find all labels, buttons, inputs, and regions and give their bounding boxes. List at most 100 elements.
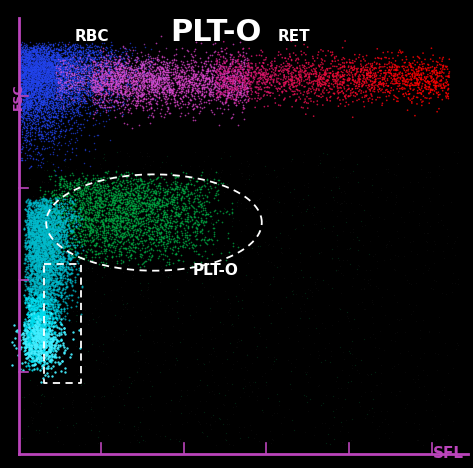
Point [82,62,89,70]
Point [187,213,195,221]
Point [334,72,342,80]
Point [32,303,39,311]
Point [52,53,60,61]
Point [229,75,236,83]
Point [314,81,322,88]
Point [44,308,51,316]
Point [64,251,71,259]
Point [56,96,64,103]
Point [38,83,45,91]
Point [342,91,350,99]
Point [58,70,65,77]
Point [201,367,209,375]
Point [158,270,166,277]
Point [173,188,180,196]
Point [26,239,33,246]
Point [88,229,96,236]
Point [107,206,114,213]
Point [407,85,414,93]
Point [97,75,105,83]
Point [26,243,33,251]
Point [57,249,64,256]
Point [317,94,325,101]
Point [51,207,58,215]
Point [41,99,48,106]
Point [45,267,53,275]
Point [119,73,127,80]
Point [89,203,97,210]
Point [24,65,31,73]
Point [142,212,149,219]
Point [26,101,34,108]
Point [35,69,43,77]
Point [180,80,187,87]
Point [212,68,220,76]
Point [67,73,75,80]
Point [22,80,30,88]
Point [194,218,202,226]
Point [158,76,165,83]
Point [35,248,42,256]
Point [382,67,389,74]
Point [60,274,67,282]
Point [38,200,45,207]
Point [57,44,64,51]
Point [31,47,38,55]
Point [35,60,43,68]
Point [167,177,175,184]
Point [169,79,177,87]
Point [37,342,44,349]
Point [203,180,211,187]
Point [119,239,126,246]
Point [192,224,200,231]
Point [325,88,333,96]
Point [130,73,137,81]
Point [38,224,45,232]
Point [237,364,245,371]
Point [116,83,123,90]
Point [77,65,84,73]
Point [89,204,97,212]
Point [32,290,40,297]
Point [22,85,29,93]
Point [22,135,29,142]
Point [107,69,114,77]
Point [45,62,53,69]
Point [229,80,237,87]
Point [57,274,65,281]
Point [229,78,236,85]
Point [198,344,205,351]
Point [33,324,41,332]
Point [34,69,42,77]
Point [27,349,35,357]
Point [101,237,109,244]
Point [22,46,29,54]
Point [58,205,65,212]
Point [52,253,60,260]
Point [101,226,108,234]
Point [304,191,311,199]
Point [282,54,289,62]
Point [324,77,331,84]
Point [72,252,80,259]
Point [43,227,50,234]
Point [105,54,113,61]
Point [48,79,56,87]
Point [37,316,44,323]
Point [48,205,55,213]
Point [152,74,160,81]
Point [204,265,212,273]
Point [37,77,45,85]
Point [233,357,241,365]
Point [183,217,191,225]
Point [34,62,41,69]
Point [167,235,175,243]
Point [28,251,36,258]
Point [90,70,97,78]
Point [45,67,53,74]
Point [25,345,33,352]
Point [26,220,33,228]
Point [149,79,157,86]
Point [36,68,44,75]
Point [137,219,144,227]
